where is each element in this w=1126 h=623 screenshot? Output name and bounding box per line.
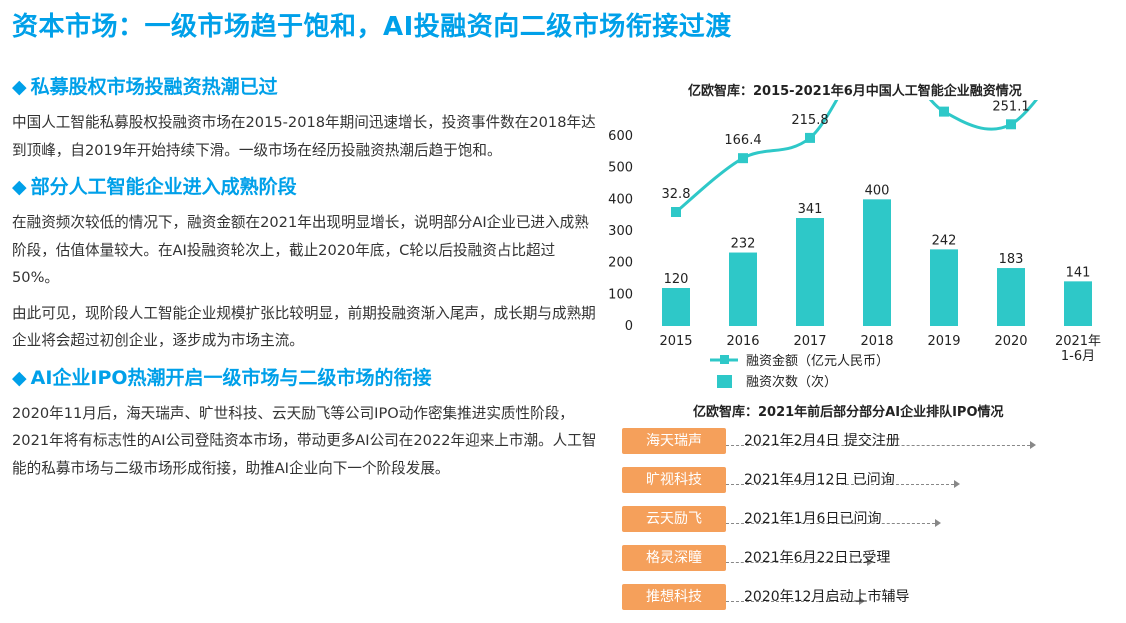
text-column: ◆ 私募股权市场投融资热潮已过 中国人工智能私募股权投融资市场在2015-2018… bbox=[12, 72, 597, 490]
section-paragraph: 在融资频次较低的情况下，融资金额在2021年出现明显增长，说明部分AI企业已进入… bbox=[12, 214, 589, 286]
section-heading: ◆ 私募股权市场投融资热潮已过 bbox=[12, 76, 278, 98]
bar bbox=[729, 252, 757, 326]
line-data-label: 283.3 bbox=[925, 100, 962, 102]
ipo-timeline-line bbox=[726, 601, 859, 602]
ipo-company-badge: 格灵深瞳 bbox=[622, 545, 726, 571]
x-tick-label: 2021年 bbox=[1055, 334, 1101, 349]
bar-data-label: 242 bbox=[932, 233, 957, 248]
line-point bbox=[738, 153, 748, 164]
y-tick-label: 100 bbox=[608, 287, 633, 302]
ipo-timeline-line bbox=[726, 484, 954, 485]
ipo-row: 推想科技 2020年12月启动上市辅导 bbox=[622, 584, 909, 610]
ipo-row: 海天瑞声 2021年2月4日 提交注册 bbox=[622, 428, 1038, 454]
line-data-label: 166.4 bbox=[724, 133, 761, 148]
ipo-timeline-line bbox=[726, 445, 1030, 446]
section-heading: ◆ 部分人工智能企业进入成熟阶段 bbox=[12, 176, 297, 198]
ipo-company-badge: 海天瑞声 bbox=[622, 428, 726, 454]
ipo-status-text: 2021年2月4日 提交注册 bbox=[744, 433, 900, 449]
y-tick-label: 400 bbox=[608, 192, 633, 207]
bar-data-label: 183 bbox=[999, 252, 1024, 267]
line-point bbox=[671, 207, 681, 217]
bar bbox=[863, 199, 891, 326]
arrow-right-icon bbox=[867, 558, 873, 566]
chart-title: 亿欧智库：2015-2021年6月中国人工智能企业融资情况 bbox=[688, 84, 1022, 99]
bar-data-label: 141 bbox=[1066, 265, 1091, 280]
y-tick-label: 200 bbox=[608, 256, 633, 271]
section-heading: ◆ AI企业IPO热潮开启一级市场与二级市场的衔接 bbox=[12, 366, 432, 389]
ipo-row: 云天励飞 2021年1月6日已问询 bbox=[622, 506, 943, 532]
y-tick-label: 600 bbox=[608, 129, 633, 144]
arrow-right-icon bbox=[859, 597, 865, 605]
y-tick-label: 500 bbox=[608, 161, 633, 176]
x-tick-label: 1-6月 bbox=[1061, 349, 1095, 364]
ipo-timeline-line bbox=[726, 523, 935, 524]
bar bbox=[796, 218, 824, 326]
y-tick-label: 0 bbox=[625, 319, 633, 334]
bar-data-label: 232 bbox=[731, 237, 756, 252]
financing-chart: 0 100 200 300 400 500 600 2015 2016 2017 2018 2019 2… bbox=[608, 100, 1101, 390]
x-tick-label: 2015 bbox=[659, 334, 692, 349]
ipo-timeline-line bbox=[726, 562, 867, 563]
ipo-title: 亿欧智库：2021年前后部分部分AI企业排队IPO情况 bbox=[693, 405, 1004, 420]
legend-label: 融资次数（次） bbox=[746, 374, 837, 390]
ipo-status-text: 2021年1月6日已问询 bbox=[744, 511, 882, 527]
ipo-company-badge: 推想科技 bbox=[622, 584, 726, 610]
section-3: ◆ AI企业IPO热潮开启一级市场与二级市场的衔接 2020年11月后，海天瑞声、… bbox=[12, 363, 597, 483]
bar bbox=[997, 268, 1025, 326]
ipo-company-badge: 云天励飞 bbox=[622, 506, 726, 532]
diamond-bullet-icon: ◆ bbox=[12, 176, 27, 198]
line-point bbox=[1006, 119, 1016, 130]
x-tick-label: 2017 bbox=[793, 334, 826, 349]
line-point bbox=[939, 106, 949, 117]
section-paragraph: 2020年11月后，海天瑞声、旷世科技、云天励飞等公司IPO动作密集推进实质性阶… bbox=[12, 404, 597, 477]
ipo-status-text: 2021年6月22日已受理 bbox=[744, 550, 891, 566]
line-data-label: 32.8 bbox=[662, 187, 691, 202]
ipo-company-badge: 旷视科技 bbox=[622, 467, 726, 493]
ipo-row: 旷视科技 2021年4月12日 已问询 bbox=[622, 467, 962, 493]
page-title: 资本市场：一级市场趋于饱和，AI投融资向二级市场衔接过渡 bbox=[12, 12, 732, 42]
section-paragraph: 由此可见，现阶段人工智能企业规模扩张比较明显，前期投融资渐入尾声，成长期与成熟期… bbox=[12, 304, 596, 350]
arrow-right-icon bbox=[935, 519, 941, 527]
diamond-bullet-icon: ◆ bbox=[12, 76, 27, 98]
x-tick-label: 2016 bbox=[726, 334, 759, 349]
arrow-right-icon bbox=[1030, 441, 1036, 449]
legend-bar-swatch bbox=[717, 375, 732, 388]
bar bbox=[1064, 281, 1092, 326]
diamond-bullet-icon: ◆ bbox=[12, 366, 27, 389]
line-data-label: 251.1 bbox=[992, 100, 1029, 114]
x-tick-label: 2018 bbox=[860, 334, 893, 349]
arrow-right-icon bbox=[954, 480, 960, 488]
legend-label: 融资金额（亿元人民币） bbox=[746, 353, 889, 369]
bar bbox=[662, 288, 690, 326]
x-tick-label: 2019 bbox=[927, 334, 960, 349]
bar bbox=[930, 249, 958, 326]
bar-data-label: 400 bbox=[865, 183, 890, 198]
ipo-row: 格灵深瞳 2021年6月22日已受理 bbox=[622, 545, 890, 571]
line-data-label: 215.8 bbox=[791, 113, 828, 128]
x-tick-label: 2020 bbox=[994, 334, 1027, 349]
y-tick-label: 300 bbox=[608, 224, 633, 239]
legend-line-marker bbox=[720, 355, 729, 364]
section-paragraph: 中国人工智能私募股权投融资市场在2015-2018年期间迅速增长，投资事件数在2… bbox=[12, 114, 596, 159]
line-point bbox=[805, 132, 815, 143]
section-1: ◆ 私募股权市场投融资热潮已过 中国人工智能私募股权投融资市场在2015-2018… bbox=[12, 72, 597, 164]
section-2: ◆ 部分人工智能企业进入成熟阶段 在融资频次较低的情况下，融资金额在2021年出现… bbox=[12, 172, 597, 355]
ipo-status-text: 2020年12月启动上市辅导 bbox=[744, 589, 910, 605]
bar-data-label: 341 bbox=[798, 202, 823, 217]
ipo-status-text: 2021年4月12日 已问询 bbox=[744, 472, 895, 488]
bar-data-label: 120 bbox=[664, 272, 689, 287]
